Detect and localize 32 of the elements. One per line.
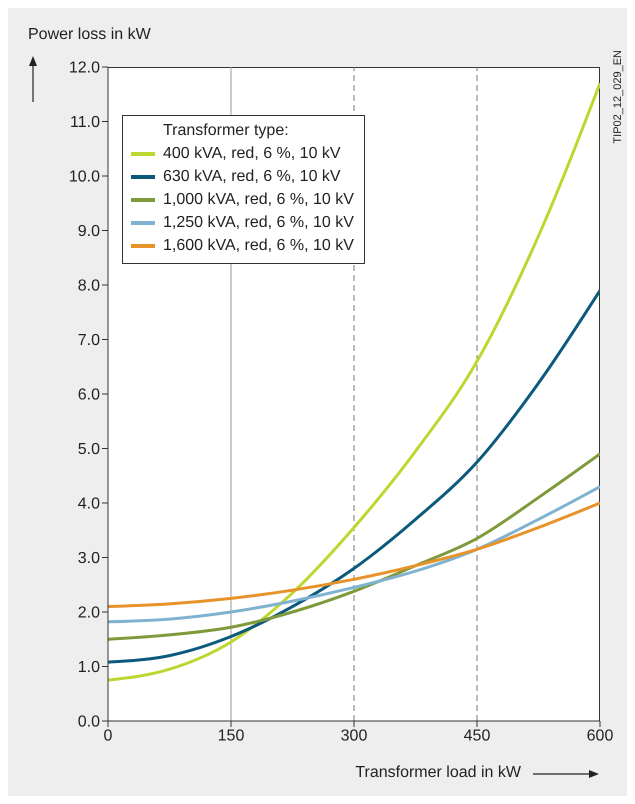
line-series: [108, 502, 600, 608]
y-tick-label: 4.0: [78, 496, 100, 513]
x-tick-label: 600: [586, 727, 614, 744]
legend-label: 1,600 kVA, red, 6 %, 10 kV: [163, 236, 354, 254]
legend-label: 630 kVA, red, 6 %, 10 kV: [163, 168, 341, 186]
x-axis-title: Transformer load in kW: [355, 764, 521, 782]
line-series: [108, 288, 600, 664]
y-tick-label: 5.0: [78, 441, 100, 458]
legend-label: 400 kVA, red, 6 %, 10 kV: [163, 144, 341, 162]
y-tick-label: 7.0: [78, 332, 100, 350]
y-tick-label: 10.0: [68, 168, 100, 186]
x-tick-label: 150: [218, 727, 244, 744]
y-tick-label: 12.0: [68, 60, 100, 77]
y-tick-label: 3.0: [78, 550, 100, 568]
y-tick-label: 6.0: [78, 386, 100, 404]
line-series: [108, 485, 600, 624]
legend-label: 1,000 kVA, red, 6 %, 10 kV: [163, 190, 354, 208]
legend-title: Transformer type:: [162, 122, 290, 140]
y-tick-label: 0.0: [78, 714, 100, 731]
y-tick-label: 11.0: [70, 114, 100, 132]
y-tick-label: 2.0: [78, 604, 100, 622]
line-series: [108, 452, 600, 641]
x-tick-label: 0: [104, 727, 113, 744]
x-tick-label: 450: [464, 727, 490, 744]
y-tick-label: 9.0: [78, 223, 100, 240]
text: TIP02_12_029_EN: [612, 50, 624, 144]
y-tick-label: 8.0: [78, 278, 100, 295]
y-tick-label: 1.0: [78, 659, 100, 676]
legend-label: 1,250 kVA, red, 6 %, 10 kV: [163, 214, 354, 232]
y-axis-title: Power loss in kW: [28, 26, 151, 44]
line-series: [108, 82, 600, 682]
x-tick-label: 300: [340, 727, 368, 744]
